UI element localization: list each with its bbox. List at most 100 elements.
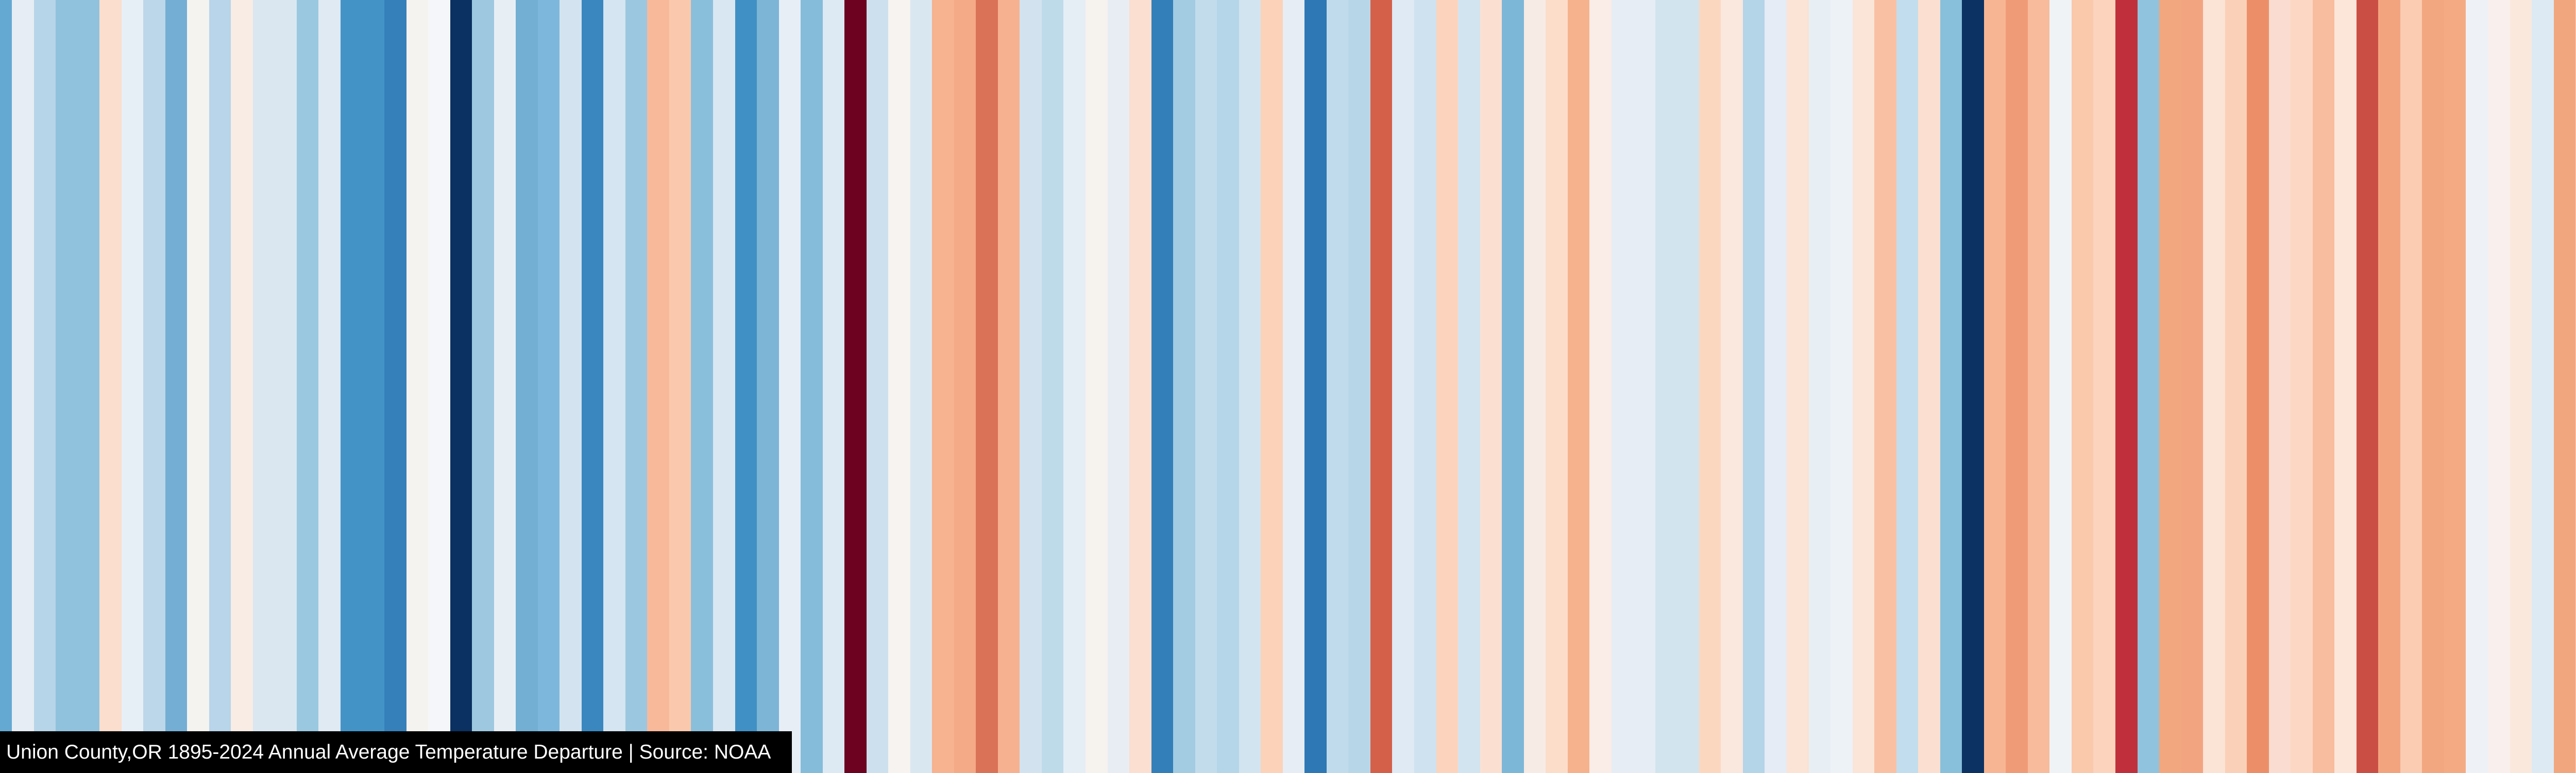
caption-bar: Union County,OR 1895-2024 Annual Average…	[0, 731, 792, 773]
stripe-year-1949	[1173, 0, 1195, 773]
stripe-year-1928	[713, 0, 735, 773]
stripe-year-1971	[1655, 0, 1677, 773]
stripe-year-1918	[494, 0, 516, 773]
stripe-year-2000	[2291, 0, 2313, 773]
stripe-year-1900	[99, 0, 122, 773]
stripe-year-1967	[1567, 0, 1590, 773]
stripe-year-1973	[1699, 0, 1721, 773]
stripe-year-1982	[1896, 0, 1919, 773]
stripe-year-1916	[450, 0, 472, 773]
stripe-year-1991	[2093, 0, 2115, 773]
stripe-year-1989	[2049, 0, 2072, 773]
stripe-year-1978	[1808, 0, 1831, 773]
stripe-year-1936	[888, 0, 910, 773]
stripe-year-1954	[1282, 0, 1305, 773]
stripe-year-1948	[1151, 0, 1174, 773]
stripe-year-1986	[1984, 0, 2006, 773]
stripe-year-1990	[2071, 0, 2094, 773]
stripe-year-1920	[537, 0, 560, 773]
stripe-year-1931	[778, 0, 801, 773]
stripe-year-1997	[2225, 0, 2247, 773]
stripe-year-1959	[1392, 0, 1414, 773]
stripe-year-1984	[1940, 0, 1962, 773]
stripe-year-2001	[2312, 0, 2335, 773]
stripe-year-1919	[516, 0, 538, 773]
stripe-year-1912	[362, 0, 384, 773]
stripe-year-1925	[647, 0, 669, 773]
stripe-year-1981	[1874, 0, 1896, 773]
stripe-year-1905	[209, 0, 231, 773]
stripe-year-1996	[2203, 0, 2225, 773]
stripe-year-1953	[1261, 0, 1283, 773]
stripe-year-1987	[2006, 0, 2028, 773]
stripe-year-2002	[2334, 0, 2357, 773]
stripe-year-1904	[187, 0, 209, 773]
stripe-year-1992	[2115, 0, 2138, 773]
stripe-year-1955	[1304, 0, 1327, 773]
stripe-year-1980	[1852, 0, 1875, 773]
stripe-year-1940	[976, 0, 998, 773]
stripe-year-1917	[472, 0, 494, 773]
stripe-year-1913	[384, 0, 406, 773]
stripe-year-1946	[1107, 0, 1130, 773]
stripe-year-1988	[2027, 0, 2050, 773]
stripe-year-1969	[1611, 0, 1634, 773]
stripe-year-1910	[318, 0, 341, 773]
stripe-year-1944	[1063, 0, 1086, 773]
stripe-year-1927	[691, 0, 713, 773]
stripe-year-1947	[1129, 0, 1151, 773]
stripe-year-1907	[252, 0, 275, 773]
stripe-year-1933	[822, 0, 845, 773]
stripe-year-1909	[296, 0, 319, 773]
stripe-year-1915	[428, 0, 450, 773]
stripe-year-1938	[932, 0, 954, 773]
stripe-year-1922	[581, 0, 604, 773]
stripe-year-2010	[2510, 0, 2532, 773]
stripe-year-2004	[2378, 0, 2400, 773]
stripe-year-1985	[1962, 0, 1984, 773]
stripe-year-1929	[735, 0, 757, 773]
stripe-year-1983	[1918, 0, 1940, 773]
stripe-year-1977	[1787, 0, 1809, 773]
stripe-year-1924	[625, 0, 648, 773]
stripe-year-1998	[2247, 0, 2269, 773]
stripe-year-1943	[1041, 0, 1064, 773]
stripe-year-1897	[33, 0, 56, 773]
stripe-year-1951	[1217, 0, 1239, 773]
stripe-year-1898	[56, 0, 78, 773]
stripe-year-1979	[1831, 0, 1853, 773]
stripe-year-1972	[1677, 0, 1699, 773]
stripe-year-1962	[1458, 0, 1480, 773]
stripe-year-1994	[2159, 0, 2181, 773]
stripe-year-1896	[11, 0, 34, 773]
stripe-year-1937	[910, 0, 933, 773]
stripe-year-1932	[801, 0, 823, 773]
stripe-year-1968	[1589, 0, 1612, 773]
stripe-year-1993	[2137, 0, 2160, 773]
stripe-year-1906	[231, 0, 253, 773]
stripe-year-1974	[1721, 0, 1743, 773]
stripe-year-1970	[1633, 0, 1655, 773]
stripe-year-1966	[1546, 0, 1568, 773]
stripe-year-2006	[2422, 0, 2444, 773]
stripe-year-1899	[77, 0, 100, 773]
stripe-year-1995	[2181, 0, 2204, 773]
stripe-year-1960	[1414, 0, 1436, 773]
stripe-year-1976	[1765, 0, 1787, 773]
stripe-year-1930	[757, 0, 779, 773]
stripe-year-2005	[2400, 0, 2422, 773]
stripe-year-1942	[1020, 0, 1042, 773]
stripe-year-1957	[1348, 0, 1370, 773]
stripe-year-1963	[1480, 0, 1502, 773]
stripe-year-1964	[1502, 0, 1524, 773]
caption-text: Union County,OR 1895-2024 Annual Average…	[6, 741, 771, 763]
stripe-year-1903	[165, 0, 188, 773]
stripe-year-1958	[1370, 0, 1393, 773]
stripe-year-1945	[1086, 0, 1108, 773]
stripe-year-1965	[1523, 0, 1546, 773]
stripe-year-1975	[1742, 0, 1765, 773]
stripe-year-1950	[1195, 0, 1217, 773]
stripe-year-2009	[2488, 0, 2510, 773]
stripe-year-1926	[669, 0, 691, 773]
